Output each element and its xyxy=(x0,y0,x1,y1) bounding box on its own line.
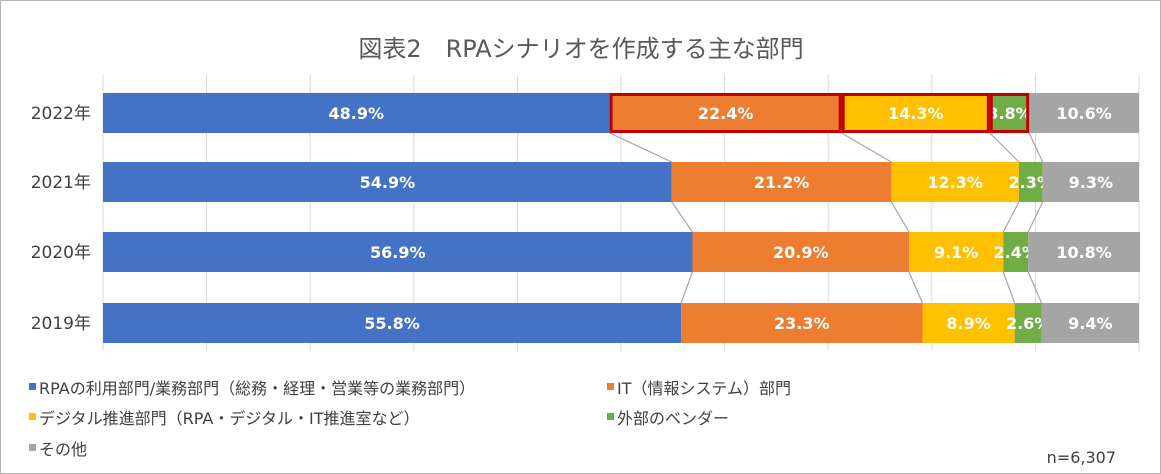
data-label: 2.6% xyxy=(1006,314,1050,333)
bar-segment xyxy=(909,232,1004,272)
data-label: 56.9% xyxy=(370,243,426,262)
bars: 48.9% 22.4% 14.3% 3.8% 10.6% 54.9% 21.2% 12.3% 2… xyxy=(103,93,1141,343)
legend: RPAの利用部門/業務部門（総務・経理・営業等の業務部門） IT（情報システム）部… xyxy=(29,379,791,459)
legend-label: IT（情報システム）部門 xyxy=(617,379,791,398)
series-line xyxy=(1028,132,1044,163)
bar-segment xyxy=(922,303,1015,343)
bar-segment xyxy=(692,232,910,272)
legend-swatch xyxy=(29,413,36,420)
bar-segment xyxy=(1003,232,1029,272)
category-label: 2019年 xyxy=(31,314,91,334)
bar-segment xyxy=(989,93,1030,133)
data-label: 14.3% xyxy=(888,104,944,123)
bar-segment xyxy=(103,232,693,272)
legend-label: 外部のベンダー xyxy=(617,409,729,428)
series-line xyxy=(1002,201,1020,233)
highlight-box xyxy=(609,93,842,133)
series-line xyxy=(1002,271,1016,304)
legend-label: デジタル推進部門（RPA・デジタル・IT推進室など） xyxy=(39,409,420,428)
data-label: 22.4% xyxy=(698,104,754,123)
data-label: 2.4% xyxy=(994,243,1038,262)
category-label: 2021年 xyxy=(31,173,91,193)
data-label: 10.8% xyxy=(1056,243,1112,262)
bar-segment xyxy=(1014,303,1042,343)
series-line xyxy=(1027,271,1043,304)
bar-segment xyxy=(1041,303,1139,343)
series-line xyxy=(908,271,924,304)
data-label: 3.8% xyxy=(987,104,1031,123)
bar-segment xyxy=(1042,162,1139,202)
data-label: 55.8% xyxy=(364,314,420,333)
bar-segment xyxy=(1028,232,1141,272)
legend-swatch xyxy=(607,413,614,420)
data-label: 23.3% xyxy=(774,314,830,333)
bar-segment xyxy=(681,303,923,343)
highlight-boxes xyxy=(609,93,1030,133)
bar-segment xyxy=(103,93,610,133)
data-label: 9.3% xyxy=(1069,173,1113,192)
series-line xyxy=(1027,201,1044,233)
bar-segment xyxy=(891,162,1019,202)
series-line xyxy=(890,201,910,233)
series-line xyxy=(989,132,1020,163)
data-label: 54.9% xyxy=(360,173,416,192)
series-line xyxy=(671,201,693,233)
series-line xyxy=(680,271,694,304)
series-line xyxy=(841,132,892,163)
legend-label: RPAの利用部門/業務部門（総務・経理・営業等の業務部門） xyxy=(39,379,475,398)
bar-segment xyxy=(671,162,892,202)
sample-size-note: n=6,307 xyxy=(1047,448,1116,467)
data-label: 48.9% xyxy=(329,104,385,123)
data-label: 12.3% xyxy=(927,173,983,192)
bar-segment xyxy=(841,93,990,133)
bar-segment xyxy=(103,162,672,202)
data-label: 20.9% xyxy=(773,243,829,262)
y-axis-labels: 2022年 2021年 2020年 2019年 xyxy=(31,104,91,334)
data-label: 9.1% xyxy=(934,243,978,262)
highlight-box xyxy=(989,93,1030,133)
data-label: 8.9% xyxy=(946,314,990,333)
bar-segment xyxy=(1018,162,1043,202)
data-label: 10.6% xyxy=(1056,104,1112,123)
category-label: 2020年 xyxy=(31,243,91,263)
data-label: 21.2% xyxy=(754,173,810,192)
data-label: 2.3% xyxy=(1009,173,1053,192)
legend-swatch xyxy=(29,444,36,451)
bar-segment xyxy=(609,93,842,133)
bar-segment xyxy=(1029,93,1139,133)
series-lines xyxy=(609,132,1044,304)
chart-title: 図表2 RPAシナリオを作成する主な部門 xyxy=(358,35,803,63)
category-label: 2022年 xyxy=(31,104,91,124)
highlight-box xyxy=(841,93,990,133)
legend-label: その他 xyxy=(39,440,87,459)
legend-swatch xyxy=(29,383,36,390)
legend-swatch xyxy=(607,383,614,390)
series-line xyxy=(609,132,673,163)
data-label: 9.4% xyxy=(1068,314,1112,333)
bar-segment xyxy=(103,303,682,343)
